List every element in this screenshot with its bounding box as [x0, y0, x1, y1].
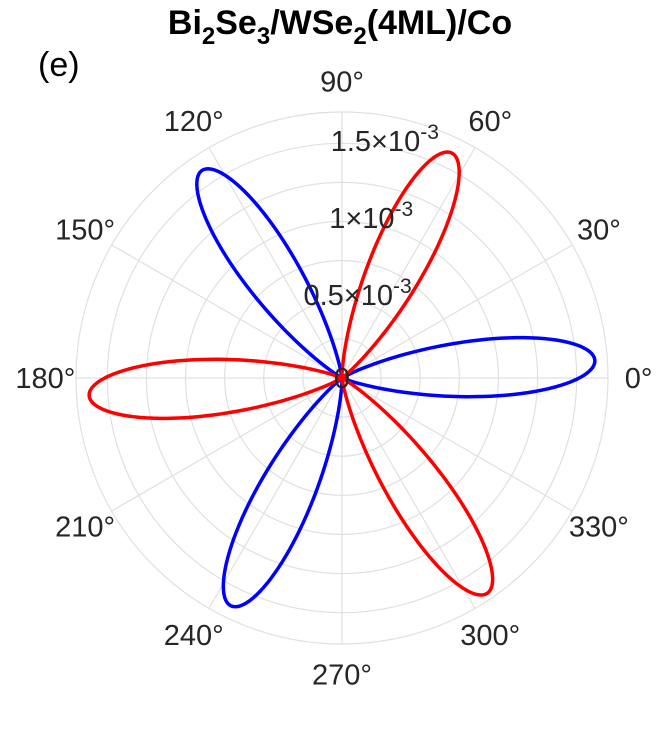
title-part: /WSe [270, 4, 353, 42]
theta-tick-label: 270° [312, 660, 372, 692]
grid-spoke [341, 377, 476, 609]
grid-spoke [341, 377, 573, 512]
theta-tick-label: 240° [164, 620, 224, 652]
theta-tick-label: 180° [15, 363, 75, 395]
series-line [87, 150, 495, 597]
panel-label: (e) [38, 46, 80, 84]
grid-spoke [111, 244, 343, 379]
title-part: 3 [257, 23, 270, 50]
title-part: Bi [168, 4, 202, 42]
grid-spoke [341, 244, 573, 379]
title-part: 2 [202, 23, 215, 50]
theta-tick-label: 210° [55, 511, 115, 543]
theta-tick-labels: 0° 30° 60° 90° 120° 150° 180° 210° 240° 270° 300° 3… [15, 66, 652, 691]
theta-tick-label: 60° [468, 106, 512, 138]
polar-grid [75, 111, 609, 645]
theta-tick-label: 0° [625, 363, 653, 395]
grid-spoke [111, 377, 343, 512]
theta-tick-label: 300° [460, 620, 520, 652]
grid-spoke [208, 377, 343, 609]
series-layer [87, 150, 597, 609]
radial-tick-label: 1×10-3 [329, 198, 413, 235]
chart-title: Bi2Se3/WSe2(4ML)/Co [168, 4, 512, 50]
grid-spoke [208, 147, 343, 379]
theta-tick-label: 30° [577, 215, 621, 247]
theta-tick-label: 150° [55, 215, 115, 247]
theta-tick-label: 330° [569, 511, 629, 543]
theta-tick-label: 90° [320, 66, 364, 98]
grid-spoke [341, 147, 476, 379]
radial-tick-label: 0.5×10-3 [303, 275, 411, 312]
theta-tick-label: 120° [164, 106, 224, 138]
title-part: Se [215, 4, 257, 42]
title-part: (4ML)/Co [367, 4, 512, 42]
radial-tick-label: 1.5×10-3 [331, 121, 439, 158]
series-line [195, 167, 597, 609]
radial-tick-labels: 0 0.5×10-3 1×10-3 1.5×10-3 [303, 121, 438, 395]
title-part: 2 [353, 23, 366, 50]
radial-tick-label: 0 [334, 363, 350, 395]
